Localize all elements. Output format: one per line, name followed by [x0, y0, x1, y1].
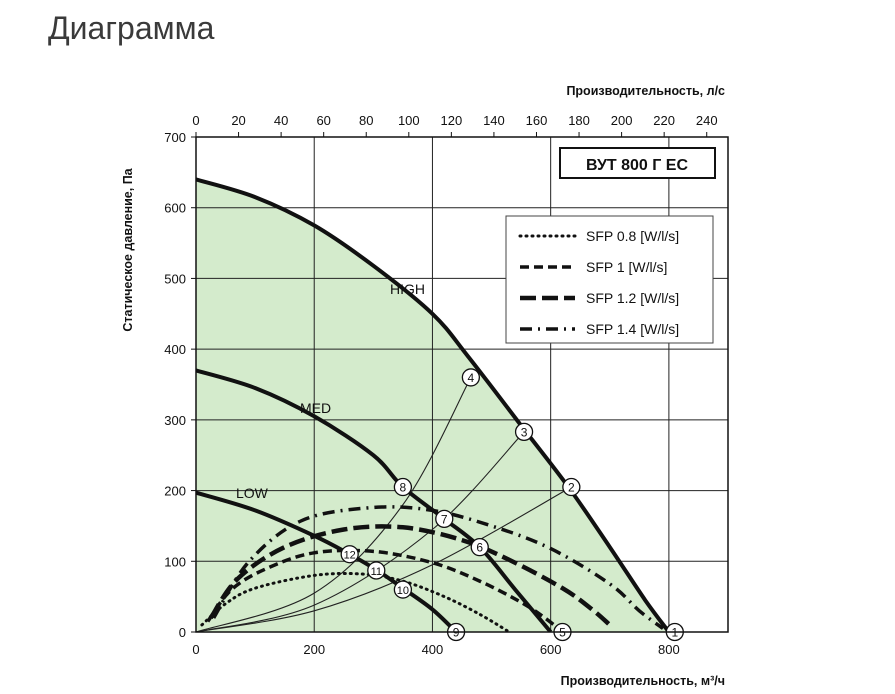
y-tick-label: 500: [164, 271, 186, 286]
operating-point-label: 3: [521, 425, 528, 439]
y-axis-title: Статическое давление, Па: [121, 167, 135, 331]
legend-label-sfp-1-4: SFP 1.4 [W/l/s]: [586, 321, 679, 337]
operating-point-2: 2: [562, 477, 581, 497]
operating-point-4: 4: [461, 368, 481, 387]
fan-curve-label-med: MED: [300, 400, 331, 416]
x2-tick-label: 100: [398, 113, 420, 128]
x2-tick-label: 200: [611, 113, 633, 128]
operating-point-label: 11: [371, 566, 382, 578]
fan-curve-label-high: HIGH: [390, 281, 425, 297]
operating-point-12: 12: [340, 545, 359, 564]
y-tick-label: 300: [164, 413, 186, 428]
model-label: ВУТ 800 Г ЕС: [586, 157, 688, 174]
x-tick-label: 800: [658, 642, 680, 657]
x-axis-title: Производительность, м³/ч: [561, 674, 725, 688]
sfp-curve-sfp-1-w-l-s: [206, 548, 564, 632]
x-tick-label: 0: [192, 642, 199, 657]
x2-tick-label: 40: [274, 113, 288, 128]
operating-point-marker: [435, 509, 454, 529]
operating-point-label: 6: [476, 541, 483, 555]
operating-point-label: 7: [441, 512, 448, 526]
x2-tick-label: 80: [359, 113, 373, 128]
sfp-curve-sfp-1-2-w-l-s: [208, 524, 612, 627]
operating-point-11: 11: [367, 561, 386, 580]
x2-tick-label: 160: [526, 113, 548, 128]
plot-frame: [195, 136, 729, 633]
sfp-curve-sfp-1-4-w-l-s: [212, 505, 665, 630]
y-tick-label: 400: [164, 342, 186, 357]
operating-point-marker: [562, 477, 581, 497]
model-label-box: [559, 147, 716, 179]
operating-point-label: 10: [397, 585, 409, 597]
operating-point-label: 2: [568, 481, 575, 495]
operating-point-label: 4: [468, 371, 475, 385]
fan-curve-low: [196, 490, 458, 632]
operating-point-marker: [470, 537, 489, 557]
x2-tick-label: 220: [653, 113, 675, 128]
operating-point-marker: [514, 422, 534, 442]
operating-point-label: 12: [344, 550, 356, 562]
legend: SFP 0.8 [W/l/s] SFP 1 [W/l/s] SFP 1.2 [W…: [505, 215, 714, 344]
operating-point-label: 8: [400, 481, 407, 495]
legend-label-sfp-1-2: SFP 1.2 [W/l/s]: [586, 290, 679, 306]
operating-point-8: 8: [393, 477, 413, 497]
system-curve-2: [196, 486, 572, 632]
operating-point-marker: [461, 368, 481, 387]
x2-tick-label: 60: [316, 113, 330, 128]
x-tick-label: 200: [303, 642, 325, 657]
x2-tick-label: 120: [441, 113, 463, 128]
x-tick-label: 600: [540, 642, 562, 657]
page-heading: Диаграмма: [48, 10, 215, 46]
y-tick-label: 0: [179, 625, 186, 640]
y-tick-label: 100: [164, 554, 186, 569]
operating-point-7: 7: [435, 509, 454, 529]
operating-point-marker: [340, 545, 359, 564]
operating-point-marker: [393, 580, 413, 599]
x2-axis-title: Производительность, л/с: [566, 84, 725, 98]
operating-point-marker: [393, 477, 413, 497]
y-tick-label: 700: [164, 130, 186, 145]
operating-point-marker: [367, 561, 386, 580]
x2-tick-label: 20: [231, 113, 245, 128]
operating-point-6: 6: [470, 537, 489, 557]
fan-curve-label-low: LOW: [236, 485, 269, 501]
legend-box: [505, 215, 714, 344]
operating-point-3: 3: [514, 422, 534, 442]
x2-tick-label: 240: [696, 113, 718, 128]
sfp-curve-sfp-0-8-w-l-s: [200, 571, 511, 632]
y-tick-label: 200: [164, 484, 186, 499]
x2-tick-label: 180: [568, 113, 590, 128]
x-tick-label: 400: [422, 642, 444, 657]
fan-curve-high: [196, 177, 671, 632]
x2-tick-label: 140: [483, 113, 505, 128]
legend-label-sfp-1: SFP 1 [W/l/s]: [586, 259, 667, 275]
legend-label-sfp-0-8: SFP 0.8 [W/l/s]: [586, 228, 679, 244]
operating-point-10: 10: [393, 580, 413, 599]
y-tick-label: 600: [164, 201, 186, 216]
x2-tick-label: 0: [192, 113, 199, 128]
